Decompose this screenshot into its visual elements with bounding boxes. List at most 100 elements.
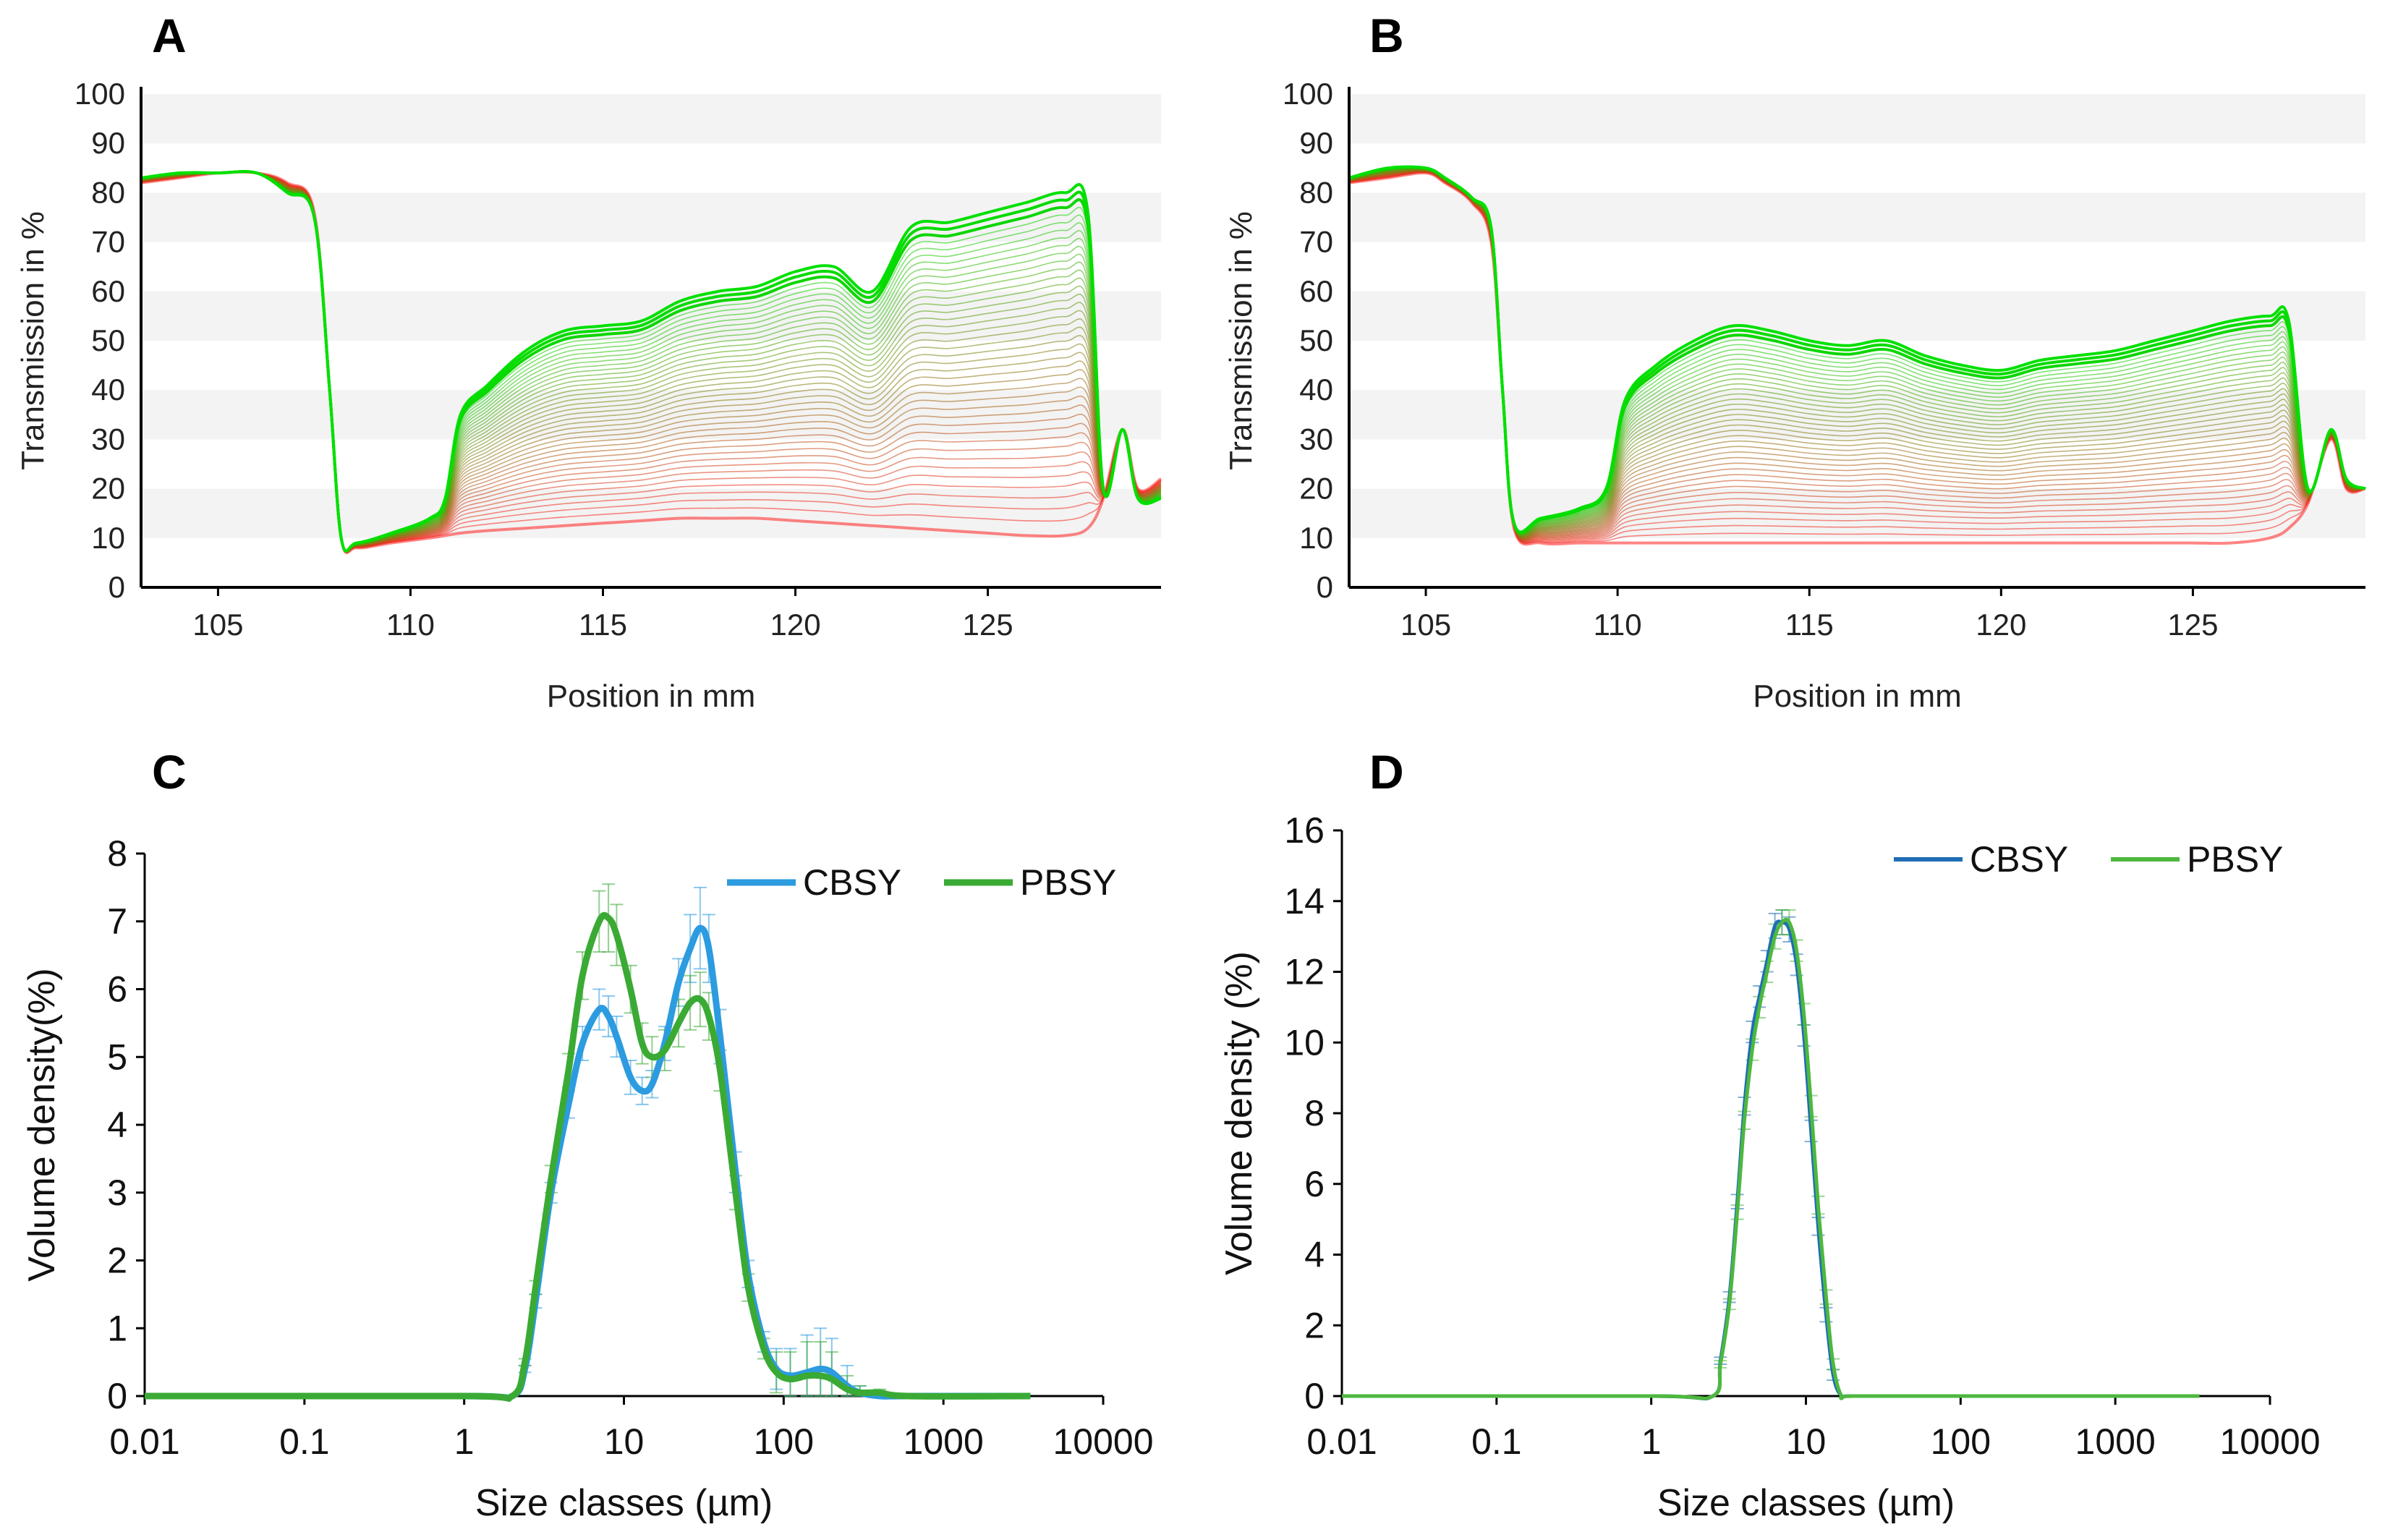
- x-tick-label: 10: [604, 1421, 645, 1462]
- x-tick-label: 1000: [2075, 1421, 2156, 1462]
- y-tick-label: 10: [1299, 521, 1333, 555]
- y-tick-label: 90: [91, 126, 125, 160]
- x-tick-label: 105: [192, 608, 243, 642]
- y-tick-label: 0: [109, 570, 125, 604]
- panel-label-c: C: [152, 745, 187, 799]
- y-tick-label: 7: [107, 901, 127, 942]
- y-tick-label: 2: [1304, 1305, 1325, 1345]
- transmission-plot-a: 0 10 20 30 40 50 60 70 80 90 100 105 110 115 120 125 Pos…: [15, 77, 1162, 714]
- y-tick-label: 80: [1299, 175, 1333, 209]
- x-axis-label: Size classes (µm): [1657, 1482, 1955, 1524]
- y-tick-label: 70: [91, 225, 125, 259]
- y-tick-label: 4: [1304, 1235, 1325, 1275]
- x-tick-label: 115: [579, 608, 627, 642]
- series-line-cbsy: [1342, 919, 2200, 1401]
- x-tick-label: 100: [1931, 1421, 1991, 1462]
- y-tick-label: 70: [1299, 225, 1333, 259]
- grid-band: [1349, 291, 2365, 341]
- y-axis-label: Transmission in %: [1223, 211, 1259, 470]
- x-tick-label: 120: [1976, 608, 2026, 642]
- x-axis-label: Position in mm: [547, 678, 756, 714]
- y-axis-label: Transmission in %: [15, 211, 51, 470]
- series-line-pbsy: [145, 911, 1031, 1402]
- panel-label-b: B: [1369, 9, 1404, 62]
- y-axis-label: Volume density(%): [21, 968, 63, 1282]
- y-tick-label: 8: [1304, 1093, 1325, 1133]
- legend-label: PBSY: [1020, 862, 1116, 903]
- x-tick-label: 1: [1641, 1421, 1662, 1462]
- series-line-pbsy: [1342, 917, 2200, 1400]
- panel-c: C 0 1 2 3 4 5 6 7 8 0.01 0.1 1 10 100 1000 10000 CBSY PBS…: [21, 745, 1154, 1524]
- y-tick-label: 90: [1299, 126, 1333, 160]
- y-tick-label: 50: [1299, 323, 1333, 357]
- x-axis-label: Size classes (µm): [475, 1482, 773, 1524]
- transmission-profile: [1348, 165, 2366, 534]
- legend-label: CBSY: [1970, 839, 2068, 880]
- panel-label-a: A: [152, 9, 187, 62]
- grid-band: [141, 94, 1161, 144]
- x-tick-label: 0.01: [109, 1421, 179, 1462]
- x-tick-label: 125: [963, 608, 1013, 642]
- y-tick-label: 0: [1304, 1376, 1325, 1416]
- series-line-cbsy: [145, 924, 1031, 1402]
- y-tick-label: 20: [91, 472, 125, 506]
- x-tick-label: 10: [1786, 1421, 1827, 1462]
- y-tick-label: 16: [1284, 810, 1325, 851]
- y-tick-label: 20: [1299, 472, 1333, 506]
- grid-band: [1349, 192, 2365, 242]
- y-tick-label: 10: [91, 521, 125, 555]
- y-tick-label: 30: [1299, 422, 1333, 456]
- grid-band: [1349, 488, 2365, 538]
- grid-band: [141, 488, 1161, 538]
- grid-band: [141, 192, 1161, 242]
- y-tick-label: 0: [1317, 570, 1333, 604]
- legend-label: CBSY: [803, 862, 901, 903]
- x-tick-label: 125: [2167, 608, 2218, 642]
- x-tick-label: 110: [386, 608, 435, 642]
- panel-b: B 0 10 20 30 40 50 60 70 80 90 100 105 110 115 120 125 P…: [1223, 9, 2366, 714]
- transmission-profile: [140, 170, 1162, 553]
- y-tick-label: 100: [1283, 77, 1333, 111]
- y-axis-label: Volume density (%): [1218, 951, 1260, 1275]
- y-tick-label: 5: [107, 1037, 127, 1077]
- x-tick-label: 0.1: [279, 1421, 330, 1462]
- y-tick-label: 14: [1284, 881, 1325, 922]
- y-tick-label: 1: [107, 1308, 127, 1348]
- transmission-plot-b: 0 10 20 30 40 50 60 70 80 90 100 105 110 115 120 125 Pos…: [1223, 77, 2366, 714]
- x-tick-label: 0.1: [1471, 1421, 1522, 1462]
- y-tick-label: 3: [107, 1173, 127, 1213]
- y-tick-label: 12: [1284, 952, 1325, 992]
- x-tick-label: 10000: [2219, 1421, 2320, 1462]
- panel-d: D 0 2 4 6 8 10 12 14 16 0.01 0.1 1 10 100 1000 10000 CBS…: [1218, 745, 2321, 1524]
- y-tick-label: 60: [1299, 274, 1333, 308]
- y-tick-label: 40: [91, 373, 125, 407]
- panel-a: A 0 10 20 30 40 50 60 70 80 90 100 105 110 115 120 125 P…: [15, 9, 1162, 714]
- legend-label: PBSY: [2187, 839, 2283, 880]
- y-tick-label: 6: [107, 969, 127, 1010]
- grid-band: [1349, 94, 2365, 144]
- y-tick-label: 50: [91, 323, 125, 357]
- x-tick-label: 100: [754, 1421, 814, 1462]
- y-tick-label: 4: [107, 1105, 127, 1145]
- x-tick-label: 1: [454, 1421, 475, 1462]
- x-tick-label: 10000: [1053, 1421, 1153, 1462]
- y-tick-label: 40: [1299, 373, 1333, 407]
- y-tick-label: 10: [1284, 1022, 1325, 1063]
- y-tick-label: 80: [91, 175, 125, 209]
- x-tick-label: 105: [1400, 608, 1451, 642]
- panel-label-d: D: [1369, 745, 1404, 799]
- x-tick-label: 120: [770, 608, 820, 642]
- x-tick-label: 1000: [904, 1421, 984, 1462]
- y-tick-label: 0: [107, 1376, 127, 1416]
- x-tick-label: 115: [1785, 608, 1834, 642]
- x-tick-label: 110: [1594, 608, 1642, 642]
- y-tick-label: 8: [107, 833, 127, 874]
- size-distribution-plot-d: 0 2 4 6 8 10 12 14 16 0.01 0.1 1 10 100 1000 10000 CBSY P…: [1218, 810, 2321, 1524]
- y-tick-label: 60: [91, 274, 125, 308]
- x-axis-label: Position in mm: [1753, 678, 1962, 714]
- x-tick-label: 0.01: [1306, 1421, 1377, 1462]
- y-tick-label: 6: [1304, 1164, 1325, 1204]
- y-tick-label: 100: [75, 77, 125, 111]
- y-tick-label: 2: [107, 1241, 127, 1281]
